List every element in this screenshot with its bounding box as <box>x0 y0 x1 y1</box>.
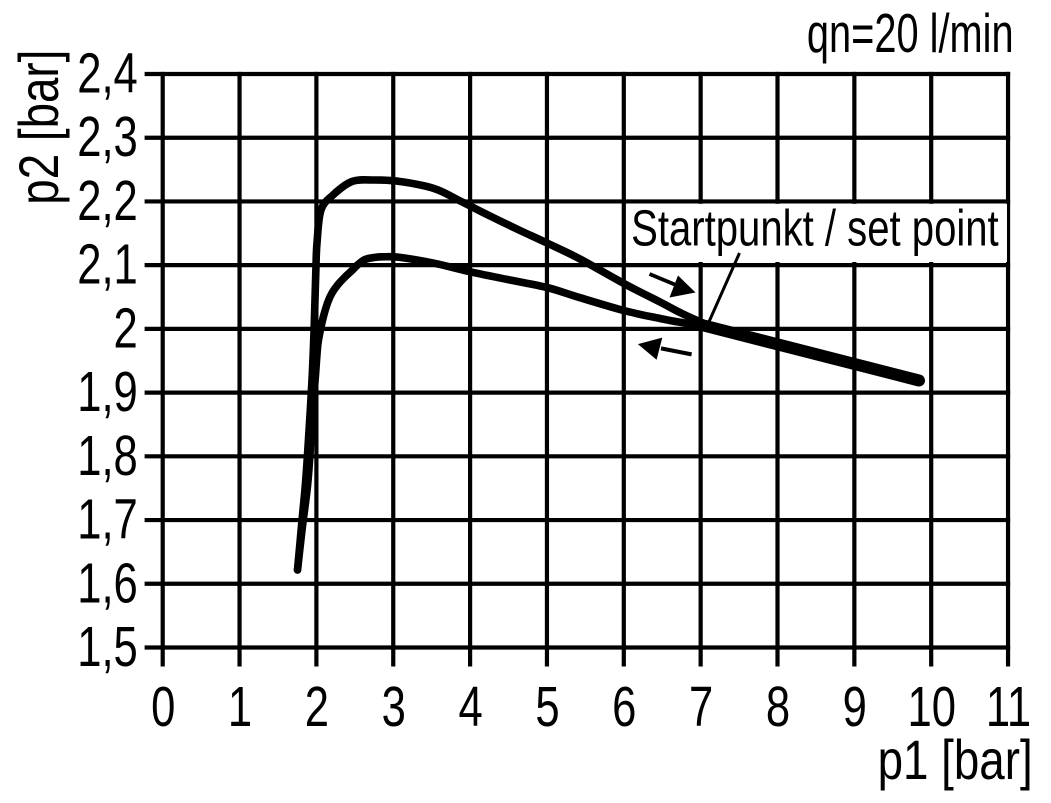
svg-text:6: 6 <box>612 674 636 738</box>
svg-text:1,7: 1,7 <box>77 487 138 551</box>
svg-text:1,5: 1,5 <box>77 614 138 678</box>
svg-text:qn=20 l/min: qn=20 l/min <box>807 4 1014 65</box>
svg-text:Startpunkt / set point: Startpunkt / set point <box>631 199 999 257</box>
svg-text:2: 2 <box>114 296 138 360</box>
svg-text:7: 7 <box>689 674 713 738</box>
svg-text:p1 [bar]: p1 [bar] <box>878 729 1033 791</box>
svg-text:9: 9 <box>843 674 867 738</box>
svg-text:2,3: 2,3 <box>77 105 138 169</box>
svg-text:1,8: 1,8 <box>77 423 138 487</box>
svg-text:3: 3 <box>382 674 406 738</box>
svg-text:0: 0 <box>151 674 175 738</box>
svg-text:1: 1 <box>228 674 252 738</box>
svg-text:2,2: 2,2 <box>77 168 138 232</box>
svg-text:2,1: 2,1 <box>77 232 138 296</box>
svg-text:p2 [bar]: p2 [bar] <box>8 50 70 205</box>
svg-text:2: 2 <box>305 674 329 738</box>
svg-text:8: 8 <box>766 674 790 738</box>
svg-text:11: 11 <box>986 674 1031 738</box>
svg-text:1,6: 1,6 <box>77 551 138 615</box>
svg-text:1,9: 1,9 <box>77 359 138 423</box>
svg-text:5: 5 <box>535 674 559 738</box>
svg-text:4: 4 <box>458 674 482 738</box>
svg-text:2,4: 2,4 <box>77 41 138 105</box>
svg-text:10: 10 <box>907 674 955 738</box>
